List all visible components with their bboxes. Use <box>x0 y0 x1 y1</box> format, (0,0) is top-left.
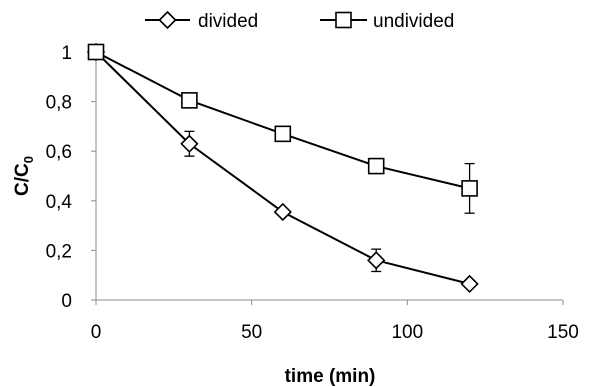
data-point-undivided <box>461 180 478 197</box>
data-point-divided <box>180 134 199 153</box>
legend-label: divided <box>198 11 258 32</box>
legend-marker-undivided <box>335 11 352 29</box>
y-tick-label: 0,2 <box>46 241 72 262</box>
series-line-undivided <box>95 51 470 190</box>
data-point-undivided <box>367 157 385 175</box>
y-tick-label: 0 <box>61 291 72 312</box>
legend: divided undivided <box>145 10 454 32</box>
y-axis-title: C/C0 <box>12 156 36 196</box>
y-tick-label: 0,8 <box>46 93 72 114</box>
data-point-undivided <box>87 43 105 61</box>
data-point-undivided <box>274 125 292 143</box>
svg-text:C/C0: C/C0 <box>12 156 36 196</box>
data-point-divided <box>367 251 386 270</box>
x-tick-label: 150 <box>547 322 579 343</box>
tick-labels: 0 0,2 0,4 0,6 0,8 1 0 50 100 150 <box>46 43 579 343</box>
data-point-divided <box>273 202 292 222</box>
series-layer <box>86 42 479 294</box>
x-tick-label: 0 <box>91 322 102 343</box>
legend-marker-divided <box>158 10 177 30</box>
data-point-divided <box>460 274 479 294</box>
y-axis-title-subscript: 0 <box>21 156 36 163</box>
x-tick-label: 100 <box>391 322 423 343</box>
x-axis-title: time (min) <box>285 366 376 387</box>
series-line-divided <box>95 51 470 285</box>
legend-item-undivided: undivided <box>320 11 454 32</box>
y-axis-title-main: C/C <box>12 163 33 196</box>
data-point-undivided <box>181 92 198 109</box>
legend-label: undivided <box>373 11 454 32</box>
y-tick-label: 1 <box>61 43 72 64</box>
y-tick-label: 0,6 <box>46 142 72 163</box>
axes <box>91 51 564 305</box>
x-tick-label: 50 <box>241 322 262 343</box>
series-undivided <box>87 43 478 214</box>
legend-item-divided: divided <box>145 10 258 32</box>
series-divided <box>86 42 479 294</box>
y-tick-label: 0,4 <box>46 192 73 213</box>
